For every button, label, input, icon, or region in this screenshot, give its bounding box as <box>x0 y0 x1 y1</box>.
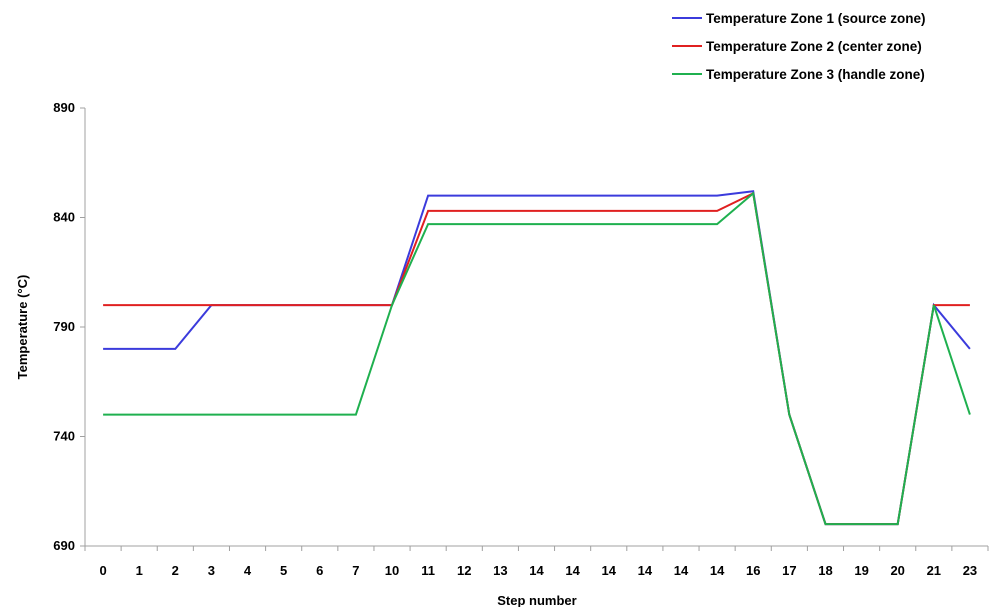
x-axis-title: Step number <box>497 593 576 607</box>
x-tick-label: 21 <box>927 563 941 578</box>
y-tick-label: 690 <box>53 538 75 553</box>
x-tick-label: 6 <box>316 563 323 578</box>
x-tick-label: 18 <box>818 563 832 578</box>
x-tick-label: 7 <box>352 563 359 578</box>
x-tick-label: 14 <box>565 563 580 578</box>
legend-label-zone-3: Temperature Zone 3 (handle zone) <box>706 67 925 82</box>
x-tick-label: 16 <box>746 563 760 578</box>
x-tick-label: 5 <box>280 563 287 578</box>
x-tick-label: 19 <box>854 563 868 578</box>
x-tick-label: 14 <box>710 563 725 578</box>
x-tick-label: 11 <box>421 563 435 578</box>
x-tick-label: 14 <box>529 563 544 578</box>
x-tick-label: 20 <box>890 563 904 578</box>
legend-label-zone-2: Temperature Zone 2 (center zone) <box>706 39 922 54</box>
x-tick-label: 12 <box>457 563 471 578</box>
legend: Temperature Zone 1 (source zone) Temperat… <box>672 11 926 82</box>
series-line-zone-3 <box>103 191 971 526</box>
y-tick-label: 840 <box>53 210 75 225</box>
x-tick-label: 10 <box>385 563 399 578</box>
y-tick-label: 740 <box>53 429 75 444</box>
y-tick-label: 890 <box>53 100 75 115</box>
x-tick-label: 4 <box>244 563 252 578</box>
legend-label-zone-1: Temperature Zone 1 (source zone) <box>706 11 926 26</box>
x-tick-label: 14 <box>674 563 689 578</box>
x-tick-label: 23 <box>963 563 977 578</box>
y-tick-label: 790 <box>53 319 75 334</box>
x-tick-label: 14 <box>602 563 617 578</box>
y-ticks: 690 740 790 840 890 <box>53 100 85 553</box>
x-tick-label: 3 <box>208 563 215 578</box>
axes <box>84 108 988 547</box>
series-lines <box>103 190 971 526</box>
x-tick-label: 1 <box>136 563 143 578</box>
x-tick-label: 0 <box>99 563 106 578</box>
x-tick-label: 14 <box>638 563 653 578</box>
x-tick-label: 17 <box>782 563 796 578</box>
x-ticks: 0 1 2 3 4 5 6 7 10 11 12 13 14 14 14 14 14 14 16 17 18 19 20 21… <box>84 546 989 578</box>
x-tick-label: 2 <box>172 563 179 578</box>
y-axis-title: Temperature (°C) <box>15 275 30 380</box>
x-tick-label: 13 <box>493 563 507 578</box>
series-line-zone-1 <box>103 190 971 526</box>
series-line-zone-2 <box>103 191 970 526</box>
